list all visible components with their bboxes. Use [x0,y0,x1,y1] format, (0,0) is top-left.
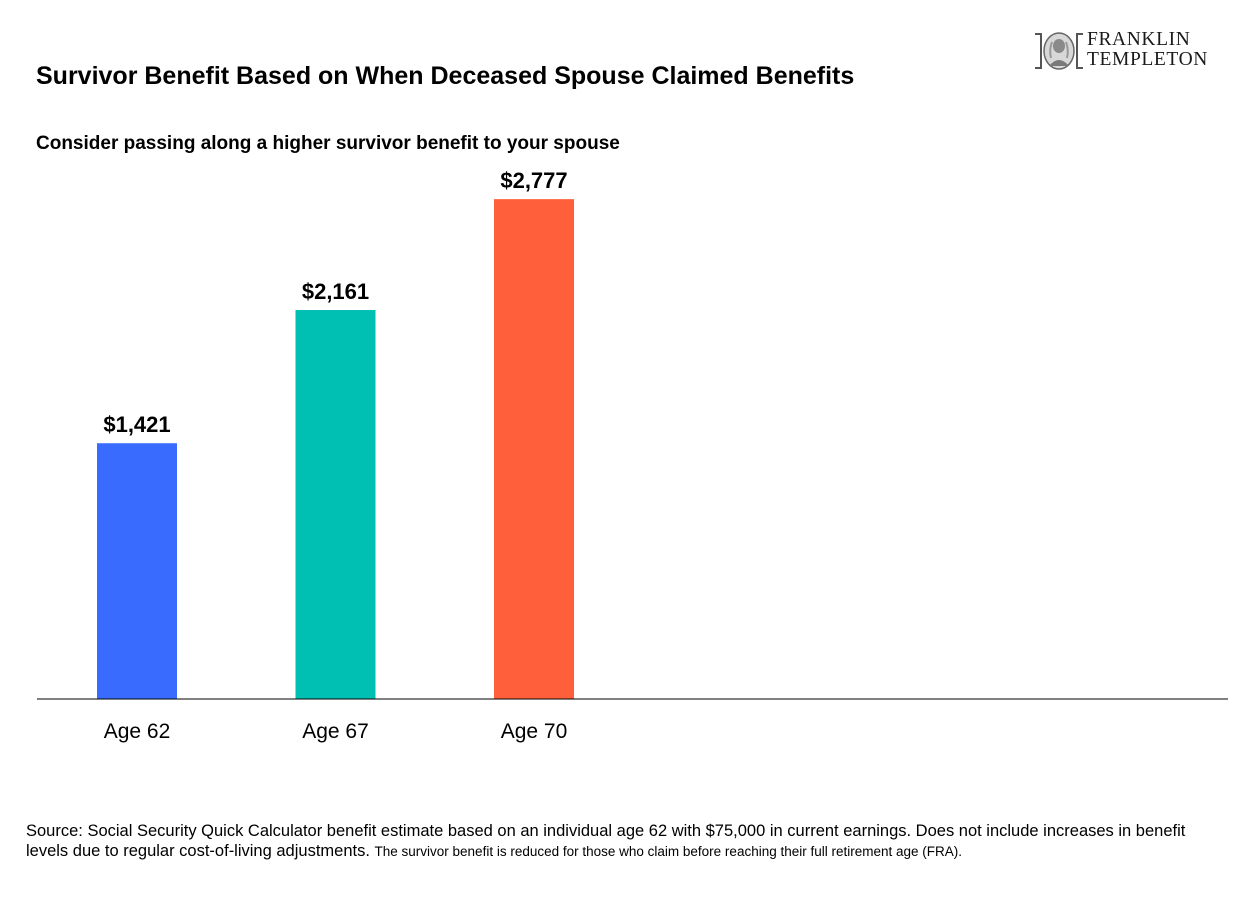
bar-age-67 [295,310,376,699]
logo-wordmark: FRANKLIN TEMPLETON [1087,30,1208,70]
franklin-templeton-logo: FRANKLIN TEMPLETON [1033,28,1233,74]
data-label: $1,421 [103,412,170,437]
bar-age-70 [494,199,574,699]
data-label: $2,777 [500,168,567,193]
benjamin-franklin-portrait-icon [1035,32,1083,70]
source-footnote: The survivor benefit is reduced for thos… [374,844,963,859]
source-note: Source: Social Security Quick Calculator… [26,821,1221,862]
data-label: $2,161 [302,279,369,304]
x-tick-label: Age 70 [501,720,568,743]
x-tick-label: Age 67 [302,720,369,743]
chart-subtitle: Consider passing along a higher survivor… [36,133,620,154]
logo-line-1: FRANKLIN [1087,29,1191,50]
source-main-text: Source: Social Security Quick Calculator… [26,822,1186,860]
logo-line-2: TEMPLETON [1087,49,1208,70]
x-tick-label: Age 62 [104,720,171,743]
bar-age-62 [97,443,177,699]
chart-title: Survivor Benefit Based on When Deceased … [36,62,855,90]
